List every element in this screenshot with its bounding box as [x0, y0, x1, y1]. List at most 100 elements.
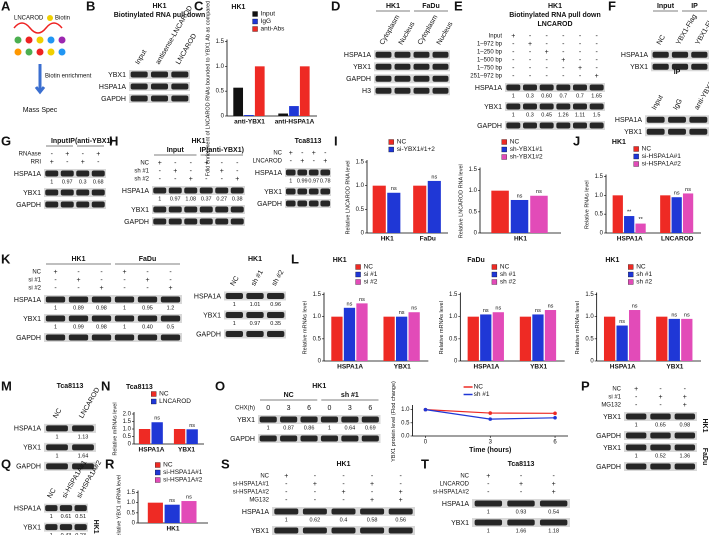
- blot-strip: [152, 205, 245, 214]
- blot-band: [674, 432, 696, 439]
- y-axis-label: Relative LNCAROD RNA level: [458, 164, 464, 238]
- quant-value: 0.98: [96, 324, 107, 330]
- condition-mark: -: [123, 277, 126, 284]
- legend-label: NC: [500, 264, 510, 271]
- blot-band: [168, 187, 182, 194]
- condition-mark: -: [520, 473, 523, 480]
- condition-label: RNAase: [19, 152, 42, 158]
- lane-label: LNCAROD: [78, 387, 101, 420]
- legend-swatch: [491, 271, 498, 278]
- protein-dot: [36, 36, 44, 44]
- condition-label: si-HSPA1A#2: [233, 490, 270, 496]
- blot-band: [45, 315, 66, 322]
- quant-value: 1: [635, 453, 638, 459]
- band-label: GAPDH: [596, 464, 621, 471]
- panel-letter: R: [105, 456, 115, 471]
- bar: [519, 316, 532, 361]
- condition-mark: -: [400, 481, 403, 488]
- blot-band: [573, 84, 587, 91]
- quant-value: 0.87: [283, 425, 294, 431]
- bar: [254, 66, 265, 116]
- legend-label: sh-YBX1#1: [510, 146, 543, 153]
- condition-mark: +: [312, 150, 316, 157]
- blot-band: [199, 218, 213, 225]
- legend-label: si-YBX1#1+2: [397, 146, 436, 153]
- quant-value: 1: [487, 528, 490, 534]
- bar: [671, 197, 682, 233]
- quant-value: 1.11: [575, 112, 585, 118]
- blot-band: [668, 116, 686, 123]
- bar: [356, 303, 368, 361]
- condition-mark: -: [313, 158, 316, 165]
- blot-band: [432, 51, 449, 58]
- panel-letter: K: [1, 251, 11, 266]
- bar: [612, 195, 623, 233]
- panel-letter: E: [454, 0, 463, 13]
- protein-dot: [58, 36, 66, 44]
- condition-mark: +: [173, 168, 177, 175]
- quant-value: 1.08: [185, 196, 196, 202]
- group-label: HK1: [71, 256, 85, 263]
- blot-band: [199, 187, 213, 194]
- condition-mark: 3: [348, 405, 352, 412]
- blot-band: [225, 311, 244, 318]
- condition-mark: -: [221, 160, 224, 167]
- condition-mark: -: [324, 150, 327, 157]
- blot-band: [285, 169, 296, 176]
- quant-value: 0.27: [216, 196, 227, 202]
- quant-value: 1: [328, 425, 331, 431]
- bar: [427, 180, 441, 233]
- bar: [164, 504, 180, 523]
- condition-label: 1–972 bp: [477, 42, 503, 48]
- condition-mark: -: [174, 160, 177, 167]
- quant-value: 0.69: [365, 425, 376, 431]
- condition-mark: +: [486, 473, 490, 480]
- blot-band: [259, 416, 277, 423]
- blot-band: [74, 524, 87, 531]
- blot-band: [160, 296, 181, 303]
- y-tick-label: 1.5: [313, 292, 322, 298]
- bar: [532, 314, 544, 361]
- quant-value: 1: [55, 453, 58, 459]
- header: HK1: [336, 461, 350, 468]
- condition-mark: -: [77, 285, 80, 292]
- significance-label: ns: [359, 297, 365, 303]
- y-tick-label: 0.5: [216, 89, 225, 95]
- significance-label: ns: [391, 186, 397, 192]
- blot-band: [674, 444, 696, 451]
- blot-strip: [505, 121, 605, 130]
- legend-swatch: [155, 477, 161, 483]
- blot-band: [625, 444, 647, 451]
- quant-value: 1: [487, 509, 490, 515]
- condition-mark: -: [205, 176, 208, 183]
- blot-strip: [44, 295, 182, 304]
- chart-title: HK1: [333, 257, 347, 264]
- y-axis-label: YBX1 protein level (Flod change): [391, 381, 397, 462]
- blot-band: [523, 84, 537, 91]
- panel-letter: C: [194, 0, 204, 13]
- band-label: YBX1: [353, 64, 371, 71]
- band-label: GAPDH: [257, 201, 282, 208]
- bar: [682, 193, 694, 233]
- y-tick-label: 0.0: [401, 434, 410, 440]
- blot-band: [413, 51, 430, 58]
- y-tick-label: 1.5: [127, 490, 136, 496]
- condition-label: si #1: [28, 278, 41, 284]
- condition-mark: -: [487, 481, 490, 488]
- condition-mark: -: [579, 57, 582, 64]
- y-tick-label: 0.5: [469, 209, 478, 215]
- blot-band: [539, 103, 554, 110]
- legend-swatch: [633, 146, 639, 152]
- bar: [331, 316, 343, 361]
- significance-label: **: [638, 217, 643, 223]
- blot-band: [46, 425, 68, 432]
- blot-strip: [44, 169, 106, 178]
- bar: [233, 87, 244, 116]
- blot-band: [46, 463, 68, 470]
- condition-mark: -: [221, 176, 224, 183]
- legend-swatch: [388, 139, 394, 145]
- y-tick-label: 0.5: [313, 336, 322, 342]
- condition-mark: -: [595, 57, 598, 64]
- label: Mass Spec: [23, 107, 58, 114]
